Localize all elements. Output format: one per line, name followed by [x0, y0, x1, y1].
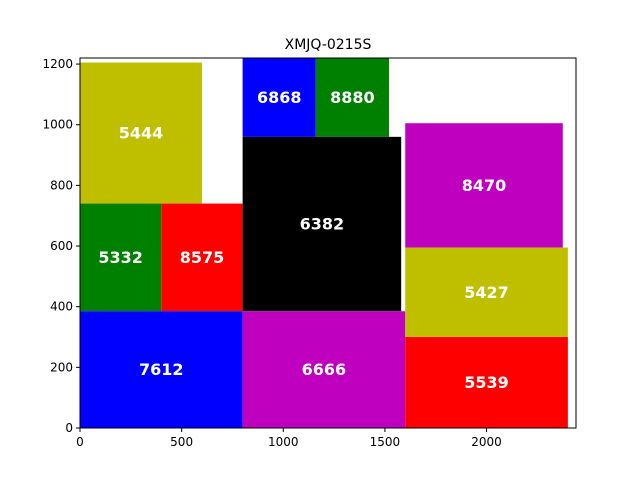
- x-tick-label: 1500: [370, 435, 401, 449]
- y-tick-label: 600: [50, 239, 73, 253]
- y-tick-label: 0: [65, 421, 73, 435]
- plot-frame: [79, 57, 577, 429]
- treemap-rect-5427: [405, 247, 568, 338]
- treemap-rect-5539: [405, 337, 568, 428]
- treemap-rect-6868: [242, 58, 316, 137]
- y-tick-label: 800: [50, 178, 73, 192]
- treemap-label-5444: 5444: [119, 124, 164, 143]
- y-tick-label: 1200: [42, 57, 73, 71]
- y-axis: 0 200 400 600 800 1000 1200: [42, 57, 80, 435]
- treemap-label-5539: 5539: [464, 373, 509, 392]
- x-tick-label: 500: [170, 435, 193, 449]
- treemap-rect-6666: [242, 311, 406, 428]
- chart-title: XMJQ-0215S: [285, 37, 372, 53]
- treemap-rect-7612: [80, 311, 243, 428]
- treemap-rect-8470: [405, 123, 563, 248]
- treemap-label-6666: 6666: [302, 360, 347, 379]
- x-tick-label: 0: [76, 435, 84, 449]
- treemap-label-6868: 6868: [257, 88, 302, 107]
- treemap-label-7612: 7612: [139, 360, 184, 379]
- treemap-rect-8575: [161, 203, 243, 312]
- treemap-rect-5444: [80, 62, 202, 204]
- y-tick-label: 400: [50, 300, 73, 314]
- treemap-rect-8880: [315, 58, 389, 137]
- x-tick-label: 1000: [268, 435, 299, 449]
- treemap-rect-6382: [242, 136, 402, 312]
- x-axis: 0 500 1000 1500 2000: [76, 428, 502, 449]
- treemap-label-8575: 8575: [180, 248, 225, 267]
- treemap-label-5332: 5332: [98, 248, 143, 267]
- y-tick-label: 200: [50, 360, 73, 374]
- treemap-label-8880: 8880: [330, 88, 375, 107]
- treemap-label-8470: 8470: [462, 176, 507, 195]
- treemap-rect-5332: [80, 203, 162, 312]
- treemap-label-6382: 6382: [300, 215, 345, 234]
- treemap-label-5427: 5427: [464, 283, 509, 302]
- x-tick-label: 2000: [471, 435, 502, 449]
- y-tick-label: 1000: [42, 118, 73, 132]
- chart-plot-area: 5444 5332 8575 7612 6868 8880 6382 6666 8470 5427…: [80, 58, 568, 428]
